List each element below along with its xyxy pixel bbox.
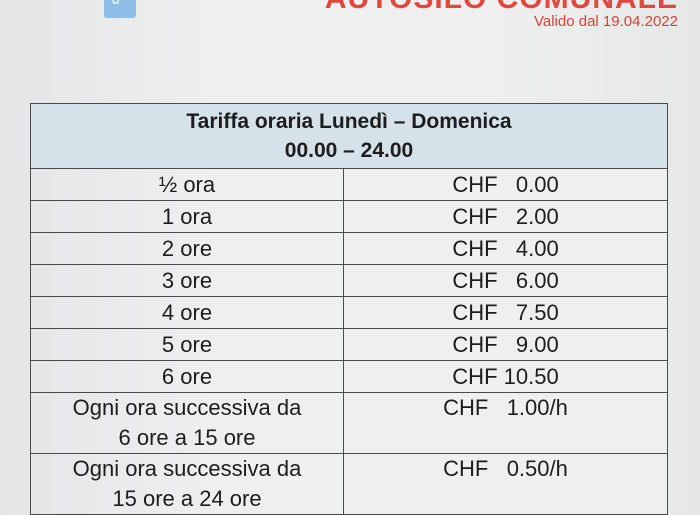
page-title: AUTOSILO COMUNALE — [325, 0, 678, 16]
duration-cell: Ogni ora successiva da 15 ore a 24 ore — [30, 453, 344, 515]
tariff-table: Tariffa oraria Lunedì – Domenica 00.00 –… — [30, 103, 668, 515]
duration-cell: 3 ore — [30, 264, 344, 297]
heading-line-1: Tariffa oraria Lunedì – Domenica — [186, 110, 512, 133]
duration-cell: Ogni ora successiva da 6 ore a 15 ore — [30, 392, 344, 454]
price-cell: CHF 2.00 — [343, 200, 668, 233]
price-cell: CHF 9.00 — [343, 328, 668, 361]
duration-line-2: 15 ore a 24 ore — [112, 486, 262, 511]
table-row: Ogni ora successiva da 6 ore a 15 ore CHF … — [30, 392, 668, 454]
table-row: 2 ore CHF 4.00 — [30, 232, 668, 265]
table-row: 3 ore CHF 6.00 — [30, 264, 668, 297]
duration-line-2: 6 ore a 15 ore — [118, 425, 256, 450]
price-cell: CHF 10.50 — [343, 360, 668, 393]
table-row: Ogni ora successiva da 15 ore a 24 ore CHF… — [30, 453, 668, 515]
tariff-heading: Tariffa oraria Lunedì – Domenica 00.00 –… — [30, 103, 668, 169]
price-cell: CHF 1.00/h — [343, 392, 668, 454]
duration-line-1: Ogni ora successiva da — [72, 395, 302, 420]
price-cell: CHF 6.00 — [343, 264, 668, 297]
duration-line-1: Ogni ora successiva da — [72, 456, 302, 481]
table-row: 5 ore CHF 9.00 — [30, 328, 668, 361]
price-cell: CHF 0.50/h — [343, 453, 668, 515]
duration-cell: ½ ora — [30, 168, 344, 201]
table-row: 4 ore CHF 7.50 — [30, 296, 668, 329]
duration-cell: 6 ore — [30, 360, 344, 393]
valid-from-date: Valido dal 19.04.2022 — [533, 13, 678, 30]
duration-cell: 5 ore — [30, 328, 344, 361]
logo-icon: ✿ — [111, 0, 121, 7]
heading-line-2: 00.00 – 24.00 — [284, 139, 414, 162]
municipal-logo: ✿ — [104, 0, 136, 18]
duration-cell: 2 ore — [30, 232, 344, 265]
duration-cell: 4 ore — [30, 296, 344, 329]
price-cell: CHF 7.50 — [343, 296, 668, 329]
price-cell: CHF 0.00 — [343, 168, 668, 201]
table-row: 1 ora CHF 2.00 — [30, 200, 668, 233]
table-row: 6 ore CHF 10.50 — [30, 360, 668, 393]
table-row: ½ ora CHF 0.00 — [30, 168, 668, 201]
duration-cell: 1 ora — [30, 200, 344, 233]
price-cell: CHF 4.00 — [343, 232, 668, 265]
